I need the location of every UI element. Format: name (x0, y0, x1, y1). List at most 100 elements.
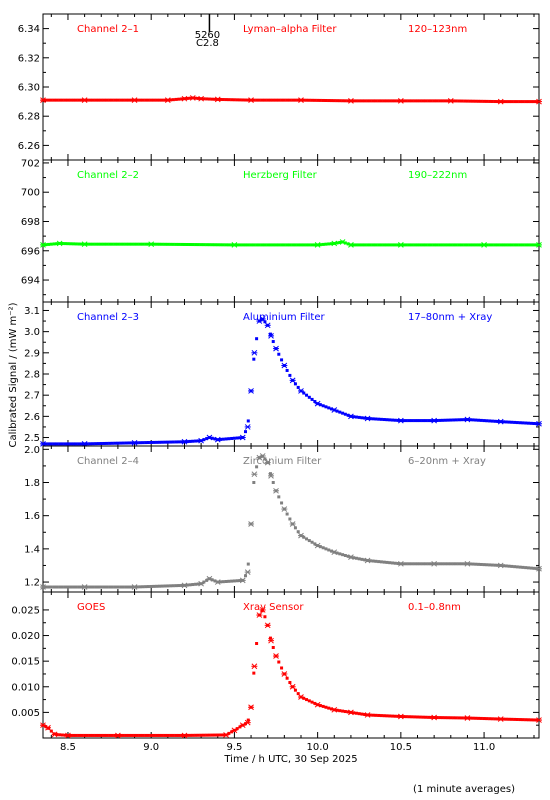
data-point (266, 243, 270, 247)
data-point (121, 585, 125, 589)
data-point (415, 99, 419, 103)
data-point (421, 99, 425, 103)
data-point (493, 563, 497, 567)
data-point (371, 417, 375, 421)
data-point (424, 715, 428, 719)
data-point (235, 436, 239, 440)
data-point (160, 98, 164, 102)
data-point (338, 99, 342, 103)
data-point (285, 98, 289, 102)
data-point (224, 437, 228, 441)
data-point (255, 465, 259, 469)
data-marker (251, 471, 258, 478)
data-point (144, 98, 148, 102)
data-marker (397, 242, 404, 248)
data-point (488, 717, 492, 721)
data-point (94, 585, 98, 589)
data-point (391, 243, 395, 247)
data-point (138, 585, 142, 589)
data-point (432, 99, 436, 103)
panel-band-label: 0.1–0.8nm (408, 602, 461, 613)
data-point (268, 636, 272, 640)
data-point (166, 733, 170, 737)
data-point (244, 98, 248, 102)
data-point (174, 242, 178, 246)
data-point (382, 418, 386, 422)
data-point (105, 585, 109, 589)
data-point (338, 410, 342, 414)
data-point (285, 676, 289, 680)
data-point (374, 243, 378, 247)
panel-filter-label: Aluminium Filter (243, 312, 326, 323)
data-point (385, 243, 389, 247)
data-point (316, 98, 320, 102)
data-point (268, 243, 272, 247)
data-point (507, 420, 511, 424)
data-point (454, 243, 458, 247)
data-point (166, 242, 170, 246)
data-point (377, 713, 381, 717)
data-point (102, 441, 106, 445)
data-point (321, 98, 325, 102)
data-point (490, 99, 494, 103)
data-point (385, 418, 389, 422)
data-point (504, 564, 508, 568)
data-point (110, 733, 114, 737)
data-point (404, 562, 408, 566)
data-point (352, 556, 356, 560)
data-point (324, 405, 328, 409)
data-point (529, 421, 533, 425)
data-marker (223, 732, 230, 738)
data-point (244, 722, 248, 726)
data-point (330, 549, 334, 553)
data-point (443, 716, 447, 720)
data-point (379, 560, 383, 564)
data-point (282, 98, 286, 102)
data-point (99, 733, 103, 737)
data-point (357, 415, 361, 419)
data-point (221, 580, 225, 584)
data-point (343, 710, 347, 714)
data-point (110, 242, 114, 246)
data-point (94, 98, 98, 102)
data-point (471, 418, 475, 422)
data-point (440, 562, 444, 566)
panel-channel-label: Channel 2–2 (77, 170, 139, 181)
data-marker (364, 557, 371, 564)
data-point (205, 578, 209, 582)
data-point (343, 412, 347, 416)
data-point (163, 440, 167, 444)
data-point (285, 368, 289, 372)
data-point (58, 585, 62, 589)
data-marker (164, 97, 171, 103)
data-point (69, 442, 73, 446)
data-point (171, 440, 175, 444)
data-point (255, 243, 259, 247)
data-point (424, 243, 428, 247)
y-tick-label: 6.34 (18, 24, 40, 35)
data-point (391, 714, 395, 718)
data-point (327, 242, 331, 246)
data-point (144, 733, 148, 737)
data-point (388, 418, 392, 422)
data-point (288, 517, 292, 521)
data-point (52, 242, 56, 246)
data-marker (289, 683, 296, 690)
data-point (310, 397, 314, 401)
data-point (507, 243, 511, 247)
data-point (321, 546, 325, 550)
data-point (343, 554, 347, 557)
data-point (138, 98, 142, 102)
data-marker (131, 97, 138, 103)
data-point (227, 731, 231, 735)
data-point (507, 717, 511, 721)
data-point (393, 99, 397, 103)
data-point (127, 98, 131, 102)
data-point (513, 243, 517, 247)
data-point (49, 729, 53, 733)
data-marker (239, 434, 246, 441)
data-point (191, 583, 195, 587)
footnote: (1 minute averages) (413, 784, 515, 795)
data-point (368, 99, 372, 103)
data-point (524, 566, 528, 570)
